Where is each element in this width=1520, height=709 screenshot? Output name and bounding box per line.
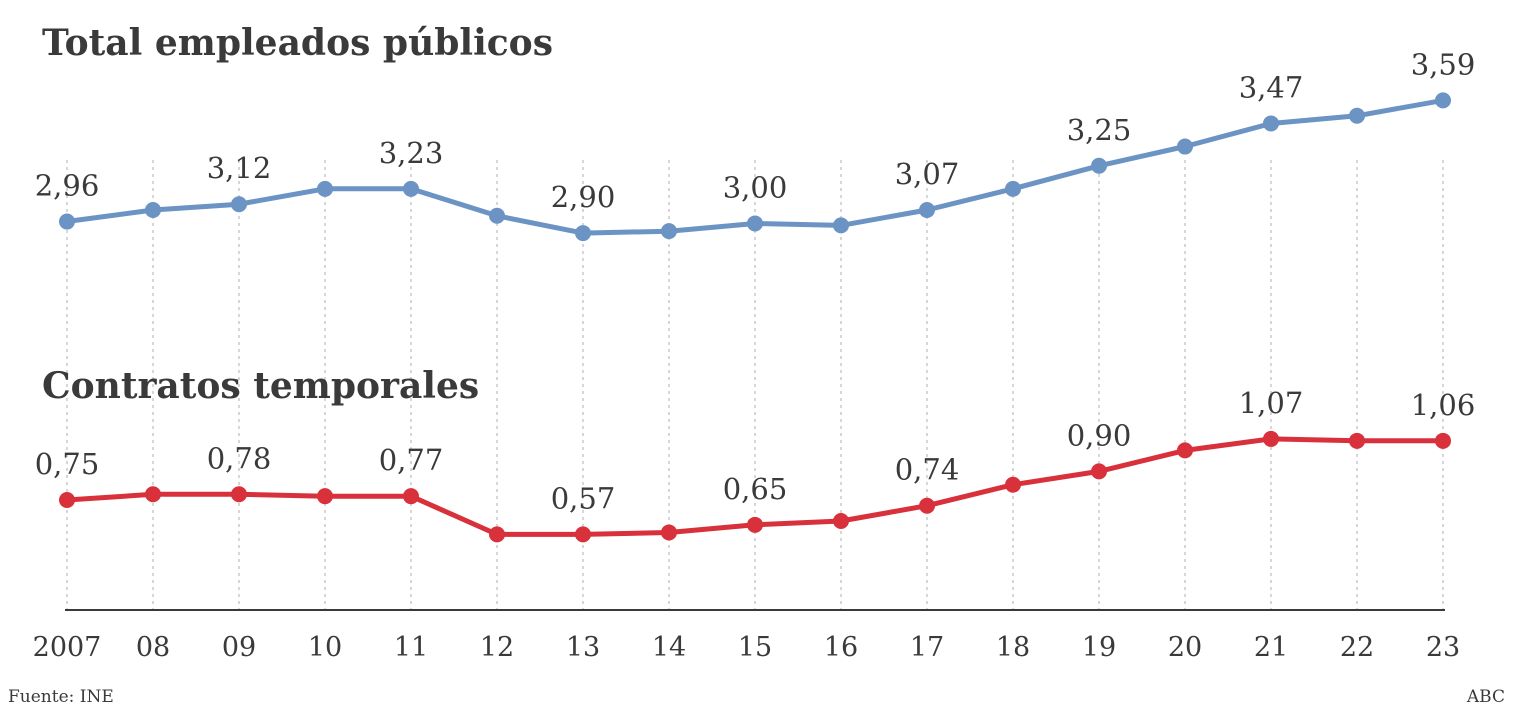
data-label: 3,47 xyxy=(1239,70,1304,104)
x-tick-label: 11 xyxy=(394,632,428,663)
data-point xyxy=(403,180,419,197)
data-label: 0,77 xyxy=(379,443,444,477)
data-point xyxy=(575,526,591,543)
data-label: 0,65 xyxy=(723,472,788,506)
data-label: 1,06 xyxy=(1411,388,1476,422)
data-point xyxy=(317,488,333,505)
data-label: 2,96 xyxy=(35,169,100,203)
data-point xyxy=(231,196,247,213)
data-point xyxy=(1177,442,1193,459)
data-label: 0,57 xyxy=(551,481,616,515)
x-tick-label: 14 xyxy=(652,632,686,663)
series-layer: 2,96 3,12 3,23 2,90 3,00 3,07 3,25 3,47 3,59 0,75… xyxy=(35,47,1476,543)
x-tick-label: 16 xyxy=(824,632,858,663)
x-tick-label: 13 xyxy=(566,632,600,663)
data-point xyxy=(1263,430,1279,447)
x-tick-labels: 2007 08 09 10 11 12 13 14 15 16 17 18 19 20 21 22 23 xyxy=(33,632,1461,663)
data-point xyxy=(833,513,849,529)
data-point xyxy=(747,215,763,232)
data-label: 0,90 xyxy=(1067,418,1132,452)
data-point xyxy=(1091,157,1107,174)
data-point xyxy=(919,202,935,218)
data-point xyxy=(919,497,935,514)
chart-title-top: Total empleados públicos xyxy=(42,22,553,64)
x-tick-label: 10 xyxy=(308,632,342,663)
data-point xyxy=(1005,476,1021,493)
data-point xyxy=(489,526,505,543)
data-point xyxy=(489,207,505,224)
data-point xyxy=(1263,115,1279,132)
data-point xyxy=(575,225,591,242)
series-line xyxy=(64,97,1446,236)
data-point xyxy=(317,180,333,197)
data-point xyxy=(145,486,161,503)
data-label: 0,74 xyxy=(895,453,960,487)
x-tick-label: 18 xyxy=(996,632,1030,663)
x-tick-label: 15 xyxy=(738,632,772,663)
data-point xyxy=(1349,432,1365,449)
data-label: 3,12 xyxy=(207,151,272,185)
x-tick-label: 17 xyxy=(910,632,944,663)
data-label: 0,75 xyxy=(35,447,100,481)
data-point xyxy=(833,217,849,234)
x-tick-label: 09 xyxy=(222,632,256,663)
data-label: 3,25 xyxy=(1067,113,1132,147)
data-point xyxy=(1177,138,1193,155)
data-point xyxy=(1349,107,1365,124)
data-label: 2,90 xyxy=(551,180,616,214)
data-point xyxy=(1435,92,1451,109)
data-point xyxy=(1435,432,1451,449)
x-tick-label: 12 xyxy=(480,632,514,663)
x-tick-label: 23 xyxy=(1426,632,1460,663)
data-label: 3,00 xyxy=(723,170,788,204)
data-point xyxy=(59,492,75,508)
credit-label: ABC xyxy=(1466,687,1505,707)
data-label: 1,07 xyxy=(1239,386,1304,420)
x-tick-label: 08 xyxy=(136,632,170,663)
chart-title-bottom: Contratos temporales xyxy=(42,365,479,407)
data-point xyxy=(59,213,75,230)
data-point xyxy=(661,223,677,240)
data-label: 3,23 xyxy=(379,136,444,170)
x-tick-label: 19 xyxy=(1082,632,1116,663)
data-label: 0,78 xyxy=(207,441,272,475)
data-point xyxy=(1091,463,1107,480)
x-tick-label: 20 xyxy=(1168,632,1202,663)
data-point xyxy=(403,488,419,505)
x-tick-label: 21 xyxy=(1254,632,1288,663)
gridlines xyxy=(66,160,1444,610)
data-label: 3,59 xyxy=(1411,47,1476,81)
data-point xyxy=(1005,180,1021,197)
x-tick-label: 2007 xyxy=(33,632,102,663)
x-tick-label: 22 xyxy=(1340,632,1374,663)
data-point xyxy=(747,516,763,533)
data-label: 3,07 xyxy=(895,157,960,191)
data-point xyxy=(145,202,161,218)
source-note: Fuente: INE xyxy=(8,687,114,707)
data-point xyxy=(231,486,247,503)
data-point xyxy=(661,524,677,541)
